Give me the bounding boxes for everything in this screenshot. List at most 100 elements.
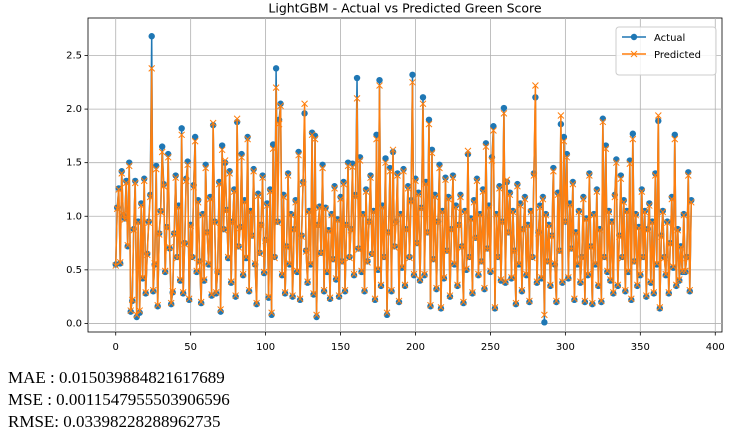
point-x	[484, 246, 491, 253]
point-x	[353, 95, 361, 102]
point-x	[131, 179, 139, 187]
point	[307, 261, 314, 268]
point-x	[406, 254, 413, 262]
point	[460, 299, 467, 307]
point-x	[305, 208, 313, 216]
point-x	[130, 226, 138, 234]
point-x	[574, 260, 581, 267]
point-x	[554, 191, 562, 199]
point	[117, 260, 124, 267]
point	[295, 148, 302, 156]
point	[323, 268, 331, 276]
point	[629, 130, 637, 137]
point	[545, 221, 553, 229]
point	[409, 71, 416, 78]
point-x	[377, 281, 385, 289]
point-x	[226, 170, 233, 177]
point	[643, 293, 650, 300]
point	[577, 279, 584, 286]
point-x	[559, 278, 566, 285]
point-x	[134, 219, 142, 227]
point	[502, 279, 509, 286]
point	[500, 104, 508, 112]
point-x	[663, 219, 671, 227]
point-x	[217, 306, 224, 313]
point-x	[221, 157, 229, 164]
point-x	[374, 265, 382, 273]
point-x	[304, 278, 311, 285]
point	[358, 268, 365, 276]
point-x	[669, 263, 677, 270]
point-x	[260, 268, 268, 276]
point	[586, 170, 593, 177]
point-x	[523, 270, 530, 278]
point-x	[245, 286, 253, 294]
point	[245, 288, 253, 295]
point-x	[566, 202, 574, 209]
point-x	[621, 286, 629, 294]
point-x	[403, 226, 410, 234]
point	[242, 254, 250, 262]
point-x	[460, 298, 467, 306]
point-x	[560, 137, 568, 145]
point-x	[541, 311, 548, 319]
point	[496, 183, 503, 190]
point	[415, 189, 422, 196]
point-x	[586, 172, 593, 179]
point-x	[557, 112, 565, 119]
point	[394, 170, 401, 177]
point-x	[155, 231, 163, 238]
point-x	[627, 295, 635, 303]
point-x	[227, 278, 235, 285]
point	[670, 264, 677, 271]
point	[442, 174, 449, 181]
plot-frame	[87, 17, 723, 333]
point-x	[127, 307, 135, 314]
point	[649, 218, 656, 225]
point-x	[371, 295, 379, 303]
point	[620, 196, 628, 204]
point-x	[310, 290, 317, 297]
point	[292, 196, 299, 204]
point-x	[587, 243, 595, 251]
point-x	[648, 219, 656, 227]
point	[521, 193, 529, 201]
point-x	[350, 270, 358, 278]
point-x	[499, 219, 506, 227]
point-x	[677, 243, 685, 251]
point	[541, 319, 548, 326]
point-x	[482, 143, 490, 150]
point-x	[434, 219, 442, 227]
point-x	[373, 135, 380, 143]
point	[319, 161, 326, 169]
point-x	[455, 222, 463, 230]
point-x	[437, 303, 445, 311]
point-x	[603, 267, 611, 275]
x-tick-label: 150	[331, 342, 350, 353]
point	[613, 156, 620, 163]
point	[650, 290, 658, 297]
point-x	[241, 198, 248, 206]
point-x	[358, 267, 365, 275]
point	[278, 272, 286, 279]
point-x	[409, 78, 416, 86]
point	[490, 123, 497, 130]
legend: Actual Predicted	[615, 26, 717, 76]
point-x	[445, 195, 452, 203]
point-x	[238, 153, 245, 161]
point-x	[464, 147, 472, 155]
point-x	[383, 309, 391, 317]
legend-box	[615, 26, 717, 76]
point-x	[119, 210, 127, 218]
point-x	[593, 188, 601, 195]
point-x	[624, 267, 632, 275]
point-x	[638, 188, 646, 195]
point-x	[173, 254, 181, 262]
point	[506, 189, 514, 196]
point-x	[382, 159, 389, 167]
point-x	[311, 135, 319, 143]
point-x	[233, 115, 241, 123]
point	[593, 186, 601, 193]
point-x	[666, 240, 674, 248]
point-x	[572, 230, 580, 237]
